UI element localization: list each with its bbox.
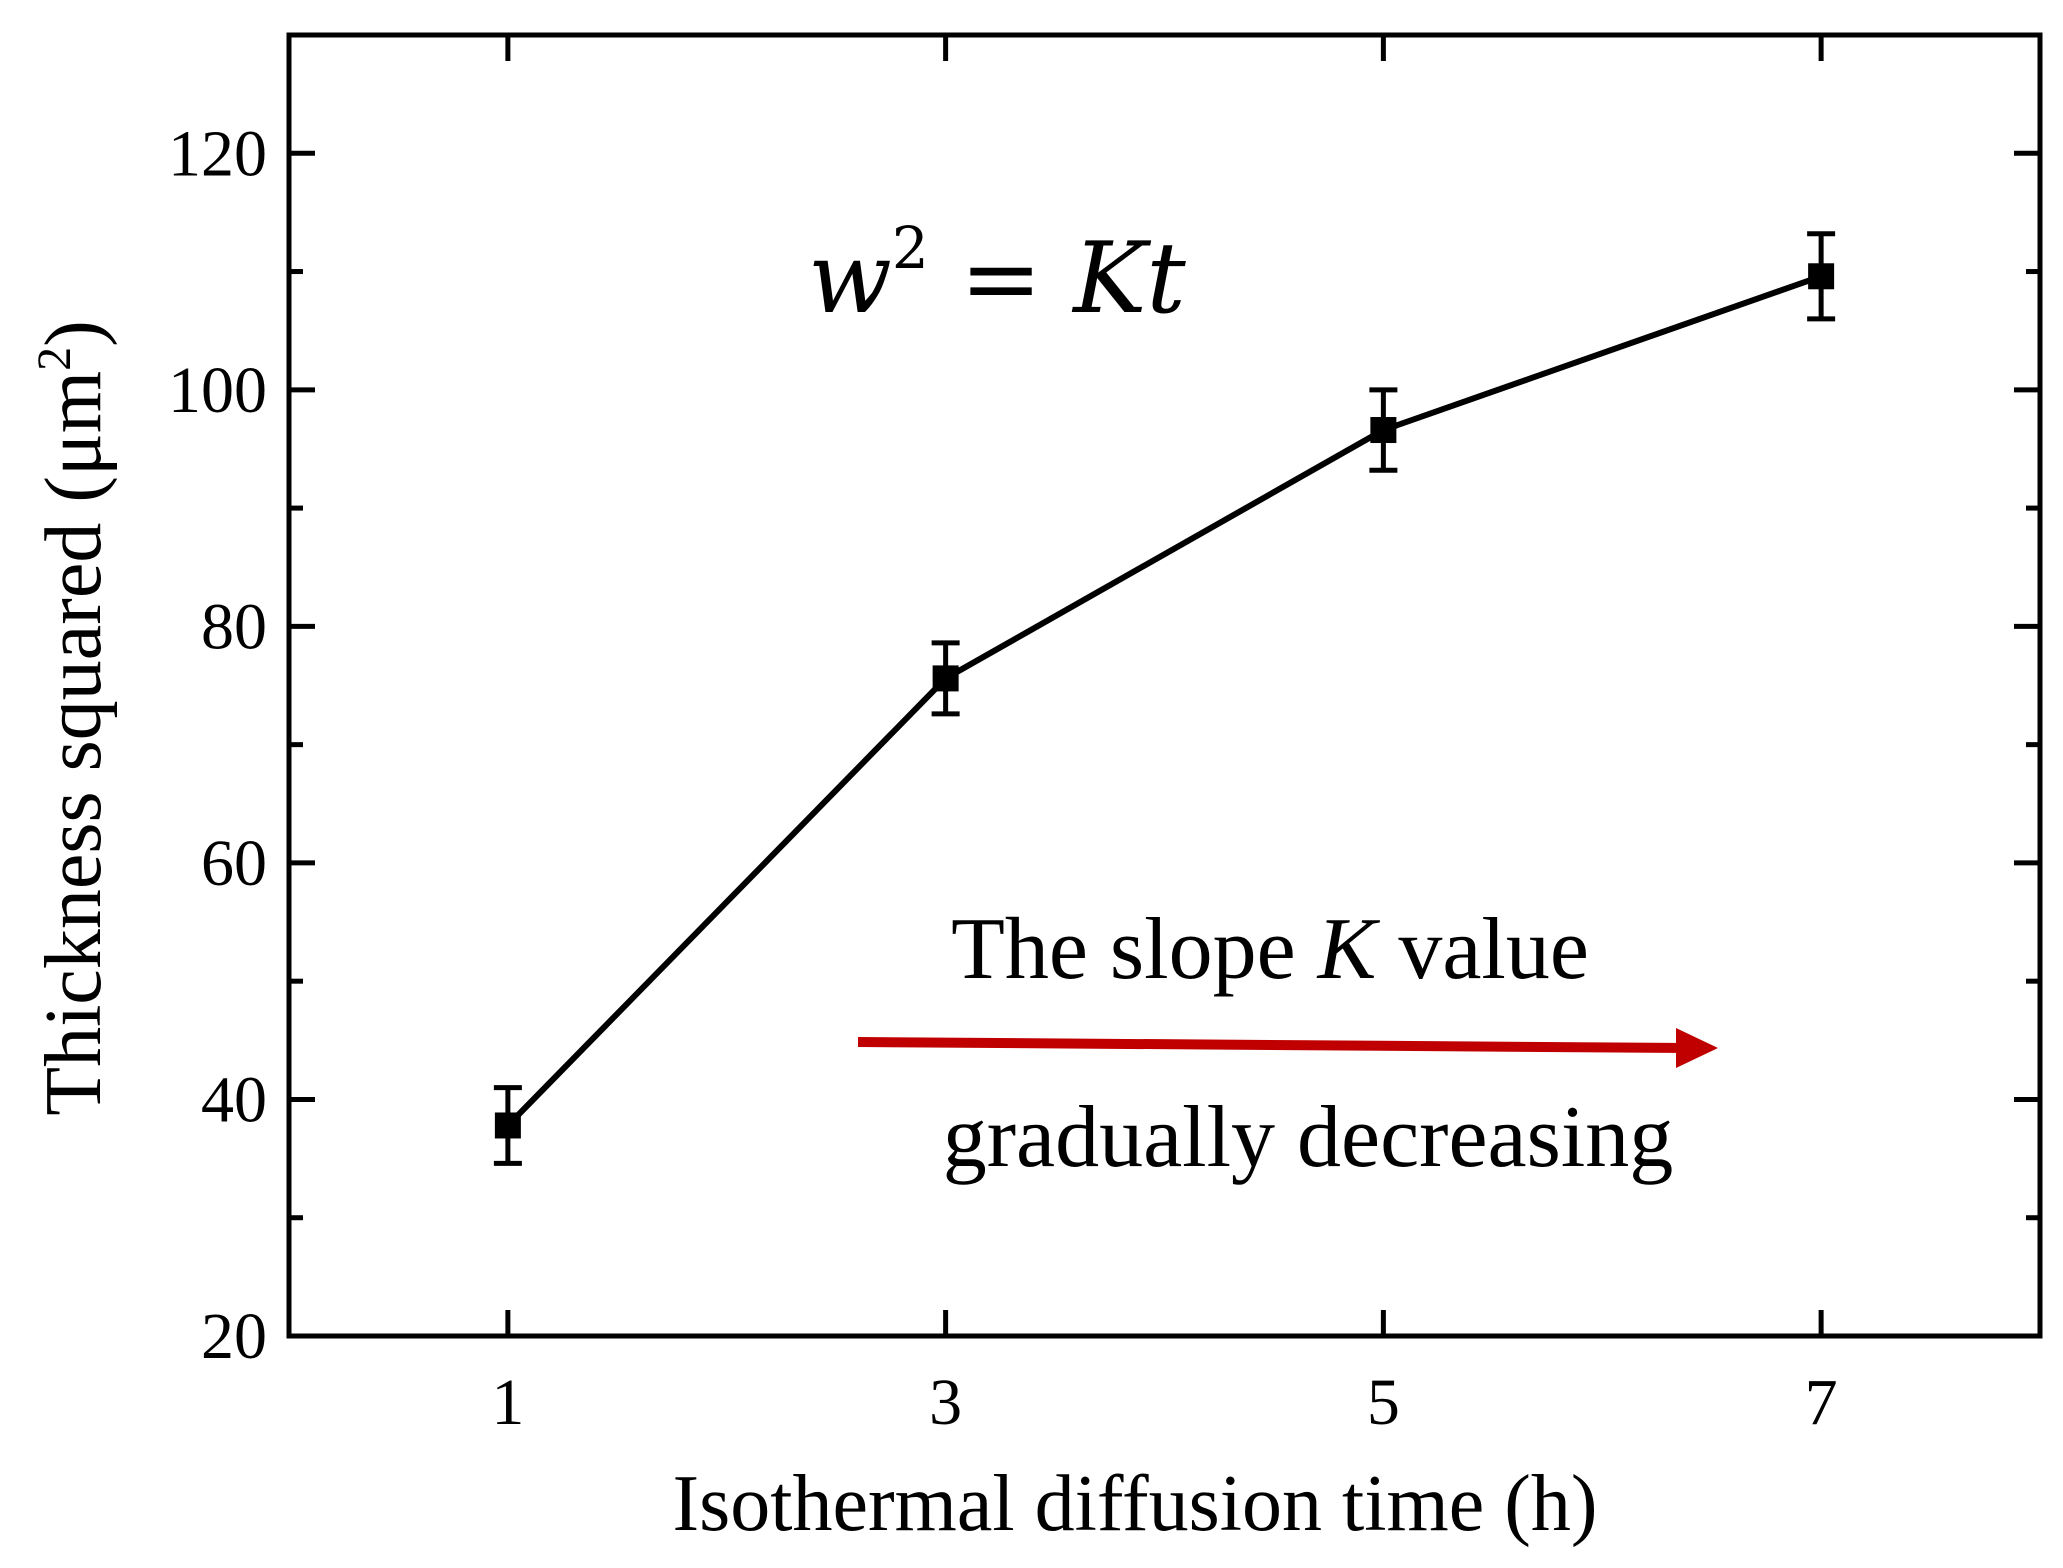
y-axis-title-sup: 2	[28, 347, 81, 371]
formula-annotation: w2 = Kt	[808, 214, 1186, 336]
slope-text-part1: The slope	[951, 901, 1318, 998]
y-tick-label: 20	[201, 1300, 267, 1373]
trend-arrow	[857, 1028, 1718, 1068]
plot-frame	[286, 32, 2043, 1339]
y-tick-label: 40	[201, 1063, 267, 1136]
series-layer	[493, 231, 1836, 1166]
x-axis-ticks	[505, 35, 1824, 1336]
data-point	[494, 1112, 521, 1139]
data-point	[1808, 263, 1835, 290]
y-tick-label: 100	[168, 354, 267, 427]
y-axis-title-main: Thickness squared (μm	[30, 371, 118, 1116]
x-tick-label: 5	[1367, 1366, 1400, 1439]
data-point	[1370, 417, 1397, 444]
formula-sup: 2	[892, 214, 929, 282]
formula-w: w	[808, 222, 892, 336]
trend-arrow-shaft	[857, 1037, 1689, 1053]
x-tick-label: 3	[929, 1366, 962, 1439]
y-tick-label: 60	[201, 827, 267, 900]
y-tick-label: 80	[201, 590, 267, 663]
x-tick-label: 1	[491, 1366, 524, 1439]
series-line	[505, 273, 1823, 1128]
trend-annotation: gradually decreasing	[943, 1089, 1674, 1186]
y-axis-title: Thickness squared (μm2)	[28, 320, 118, 1116]
slope-text-part2: value	[1376, 901, 1589, 998]
slope-text-k: K	[1316, 901, 1381, 998]
data-point	[932, 665, 959, 692]
y-tick-label: 120	[168, 117, 267, 190]
x-axis-tick-labels: 1 3 5 7	[491, 1366, 1837, 1439]
y-axis-tick-labels: 20 40 60 80 100 120	[168, 117, 267, 1373]
trend-arrow-head	[1676, 1028, 1718, 1068]
formula-rest: = Kt	[929, 222, 1187, 336]
plot-border	[286, 32, 2043, 1339]
y-axis-ticks	[289, 32, 2040, 1339]
x-tick-label: 7	[1805, 1366, 1838, 1439]
slope-annotation: The slope K value	[951, 901, 1589, 998]
y-axis-title-end: )	[30, 320, 118, 347]
x-axis-title: Isothermal diffusion time (h)	[673, 1460, 1598, 1548]
